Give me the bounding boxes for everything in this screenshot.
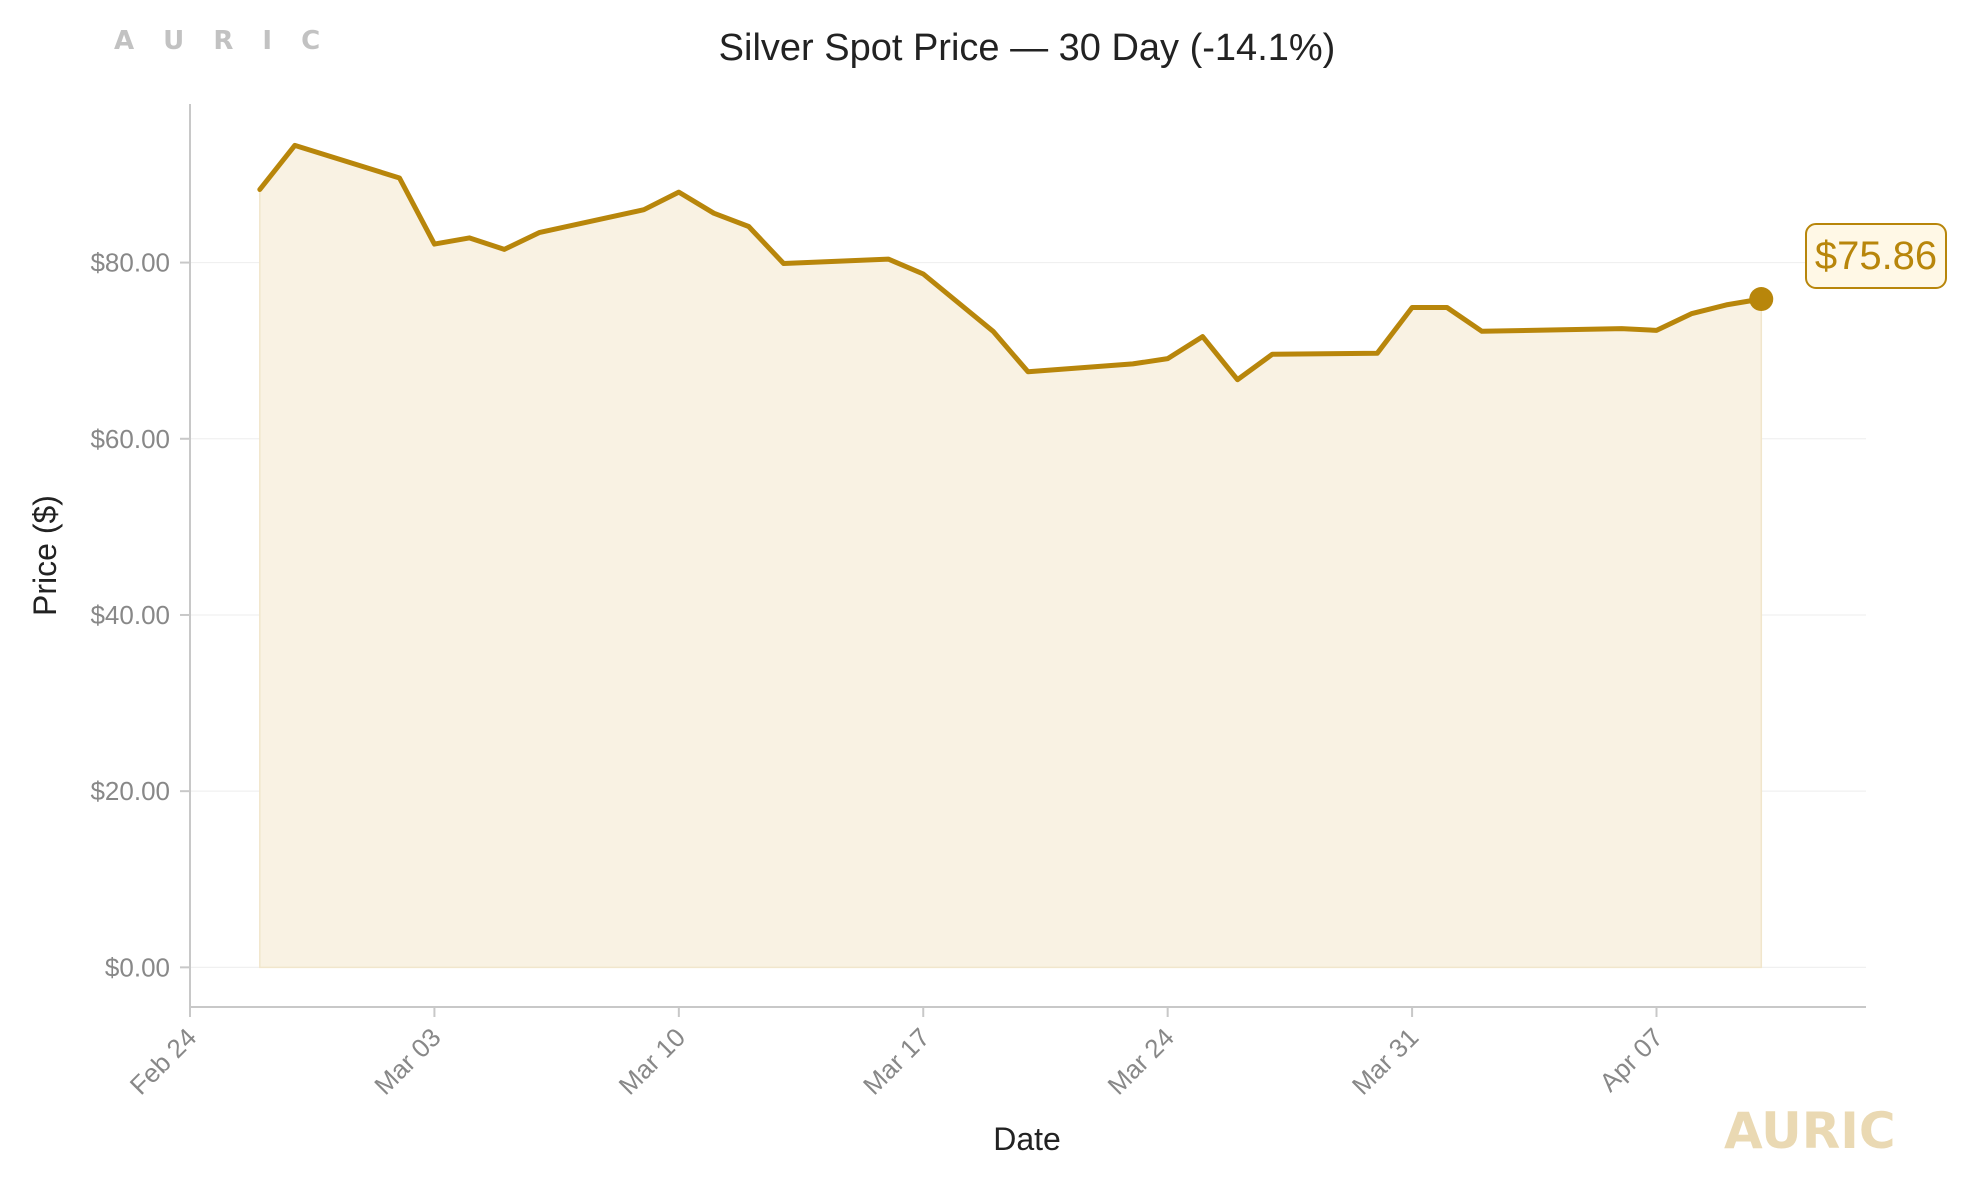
brand-watermark: AURIC xyxy=(1724,1102,1896,1160)
y-tick-label: $80.00 xyxy=(90,248,170,278)
price-line xyxy=(257,142,1764,383)
x-tick-label: Feb 24 xyxy=(124,1022,202,1100)
x-tick-label: Mar 17 xyxy=(857,1022,935,1100)
last-price-marker xyxy=(1749,287,1774,312)
x-tick-label: Mar 10 xyxy=(613,1022,691,1100)
price-area-fill xyxy=(259,144,1763,969)
brand-logo-text: A U R I C xyxy=(114,26,331,56)
x-axis-label: Date xyxy=(993,1121,1061,1157)
last-price-label-box xyxy=(1805,223,1947,289)
y-axis-label: Price ($) xyxy=(27,495,63,616)
chart-title: Silver Spot Price — 30 Day (-14.1%) xyxy=(719,27,1336,69)
y-tick-label: $40.00 xyxy=(90,600,170,630)
x-tick-label: Mar 24 xyxy=(1101,1022,1179,1100)
x-tick-label: Apr 07 xyxy=(1593,1022,1668,1097)
x-tick-label: Mar 03 xyxy=(368,1022,446,1100)
y-tick-label: $0.00 xyxy=(105,952,170,982)
y-tick-label: $20.00 xyxy=(90,776,170,806)
y-tick-label: $60.00 xyxy=(90,424,170,454)
last-price-label: $75.86 xyxy=(1815,234,1937,278)
x-tick-label: Mar 31 xyxy=(1346,1022,1424,1100)
